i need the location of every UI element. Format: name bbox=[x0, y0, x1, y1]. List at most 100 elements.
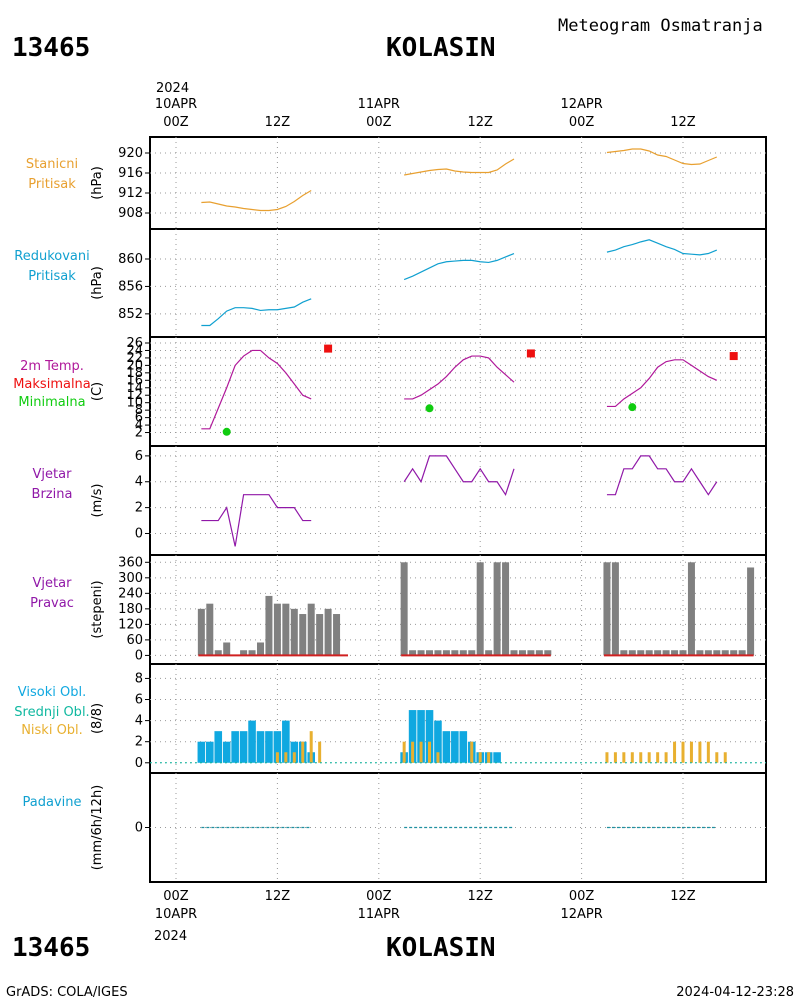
low-cloud-bar bbox=[698, 741, 702, 763]
y-tick-label: 2 bbox=[135, 426, 143, 441]
station-id: 13465 bbox=[12, 33, 90, 63]
series-line bbox=[606, 148, 718, 166]
tmax-marker bbox=[324, 344, 333, 353]
low-cloud-bar bbox=[318, 741, 322, 763]
high-cloud-bar bbox=[442, 731, 451, 763]
high-cloud-bar bbox=[197, 741, 206, 763]
high-cloud-bar bbox=[273, 731, 282, 763]
bottom-hour-label: 12Z bbox=[265, 889, 291, 904]
y-tick-label: 6 bbox=[135, 693, 143, 708]
low-cloud-bar bbox=[630, 752, 634, 763]
direction-bar bbox=[240, 650, 248, 656]
series-line bbox=[201, 189, 312, 212]
high-cloud-bar bbox=[265, 731, 273, 763]
direction-bar bbox=[265, 595, 273, 656]
direction-bar bbox=[654, 650, 662, 656]
low-cloud-bar bbox=[309, 731, 313, 763]
high-cloud-bar bbox=[282, 720, 290, 763]
bottom-hour-label: 00Z bbox=[163, 889, 189, 904]
low-cloud-bar bbox=[647, 752, 651, 763]
direction-bar bbox=[197, 608, 205, 656]
panel-label: Srednji Obl. bbox=[14, 705, 89, 720]
direction-bar bbox=[400, 562, 408, 656]
direction-bar bbox=[485, 650, 493, 656]
y-tick-label: 240 bbox=[118, 586, 143, 601]
y-axis-label: (mm/6h/12h) bbox=[90, 785, 105, 871]
direction-bar bbox=[442, 650, 450, 656]
series-line bbox=[606, 359, 718, 408]
panel-stanicni-pritisak: 908 912 916 920 (hPa) Stanicni Pritisak bbox=[26, 136, 767, 230]
low-cloud-bar bbox=[664, 752, 668, 763]
y-axis-label: (C) bbox=[90, 382, 105, 401]
high-cloud-bar bbox=[231, 731, 239, 763]
direction-bar bbox=[316, 614, 324, 656]
high-cloud-bar bbox=[434, 720, 442, 763]
y-axis-label: (hPa) bbox=[90, 266, 105, 300]
direction-bar bbox=[223, 642, 231, 656]
y-tick-label: 912 bbox=[118, 186, 143, 201]
direction-bar bbox=[434, 650, 442, 656]
direction-bar bbox=[426, 650, 433, 656]
y-tick-label: 2 bbox=[135, 735, 143, 750]
panel-label: Maksimalna bbox=[13, 377, 91, 392]
series-line bbox=[403, 455, 515, 497]
y-tick-label: 16 bbox=[126, 373, 143, 388]
direction-bar bbox=[409, 650, 417, 656]
panel-padavine: 0 (mm/6h/12h) Padavine bbox=[23, 772, 767, 883]
high-cloud-bar bbox=[425, 710, 434, 763]
y-tick-label: 0 bbox=[135, 821, 143, 836]
direction-bar bbox=[662, 650, 670, 656]
direction-bar bbox=[696, 650, 704, 656]
low-cloud-bar bbox=[487, 752, 491, 763]
y-tick-label: 8 bbox=[135, 403, 143, 418]
y-tick-label: 0 bbox=[135, 756, 143, 771]
y-tick-label: 26 bbox=[126, 336, 143, 351]
direction-bar bbox=[333, 614, 341, 656]
bottom-day-label: 12APR bbox=[560, 907, 602, 922]
high-cloud-bar bbox=[408, 710, 417, 763]
panel-frame bbox=[149, 228, 767, 338]
low-cloud-bar bbox=[639, 752, 643, 763]
credit-text: GrADS: COLA/IGES bbox=[6, 985, 128, 1000]
series-line bbox=[606, 455, 718, 496]
direction-bar bbox=[637, 650, 645, 656]
y-tick-label: 300 bbox=[118, 571, 143, 586]
direction-bar bbox=[645, 650, 653, 656]
panel-redukovani-pritisak: 852 856 860 (hPa)Redukovani Pritisak bbox=[14, 228, 767, 338]
top-hour-label: 12Z bbox=[265, 115, 291, 130]
direction-bar bbox=[535, 650, 543, 656]
tmin-marker bbox=[628, 403, 637, 412]
high-cloud-bar bbox=[248, 720, 256, 763]
bottom-hour-label: 00Z bbox=[569, 889, 595, 904]
direction-bar bbox=[704, 650, 712, 656]
low-cloud-bar bbox=[689, 741, 693, 763]
direction-bar bbox=[628, 650, 636, 656]
bottom-day-label: 10APR bbox=[155, 907, 197, 922]
panel-label: 2m Temp. bbox=[20, 359, 84, 374]
series-line bbox=[404, 355, 515, 400]
low-cloud-bar bbox=[613, 752, 617, 763]
high-cloud-bar bbox=[451, 731, 459, 763]
panel-label: Vjetar bbox=[33, 576, 73, 591]
bottom-day-label: 11APR bbox=[358, 907, 400, 922]
high-cloud-bar bbox=[239, 731, 248, 763]
y-tick-label: 4 bbox=[135, 418, 143, 433]
high-cloud-bar bbox=[206, 741, 214, 763]
direction-bar bbox=[527, 650, 535, 656]
y-tick-label: 856 bbox=[118, 279, 143, 294]
low-cloud-bar bbox=[411, 741, 415, 763]
direction-bar bbox=[476, 562, 484, 656]
y-axis-label: (stepeni) bbox=[90, 580, 105, 638]
y-axis-label: (8/8) bbox=[90, 703, 105, 734]
panel-oblaci: 0 2 4 6 8 (8/8) Visoki Obl. Srednji Obl. Niski O… bbox=[14, 663, 767, 774]
direction-bar bbox=[687, 562, 695, 656]
y-tick-label: 4 bbox=[135, 714, 143, 729]
high-cloud-bar bbox=[214, 731, 223, 763]
direction-bar bbox=[518, 650, 526, 656]
low-cloud-bar bbox=[284, 752, 288, 763]
low-cloud-bar bbox=[723, 752, 727, 763]
top-hour-label: 12Z bbox=[670, 115, 696, 130]
y-tick-label: 14 bbox=[126, 381, 143, 396]
